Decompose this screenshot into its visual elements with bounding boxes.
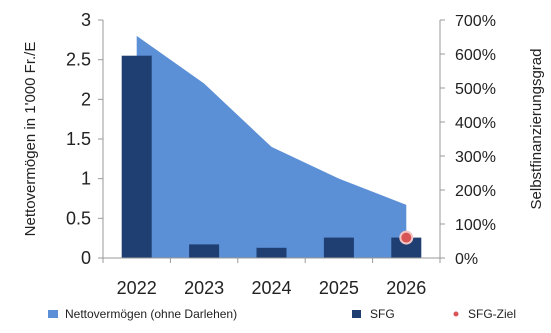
point-layer	[399, 230, 414, 245]
axes-layer: 0 0.5 1 1.5 2 2.5 3 0% 100% 200% 300% 400% 500% 600% 7…	[22, 10, 545, 298]
axis-title-right: Selbstfinanzierungsgrad	[528, 49, 545, 210]
tick-label-right: 200%	[455, 183, 496, 200]
area-layer	[136, 35, 407, 258]
bar-sfg-2022	[121, 55, 152, 259]
tick-label-left: 0	[81, 248, 91, 268]
tick-label-left: 2	[81, 89, 91, 109]
legend-label-bar: SFG	[370, 307, 395, 321]
tick-label-x: 2026	[386, 278, 426, 298]
area-nettovermoegen	[136, 35, 407, 258]
tick-label-right: 600%	[455, 47, 496, 64]
tick-label-x: 2022	[117, 278, 157, 298]
bar-sfg-2024	[256, 247, 287, 258]
legend-swatch-point	[453, 311, 459, 317]
legend-swatch-area	[48, 310, 58, 318]
tick-label-left: 3	[81, 10, 91, 30]
tick-label-x: 2025	[319, 278, 359, 298]
bar-layer	[121, 55, 422, 259]
bar-sfg-2023	[189, 244, 220, 258]
tick-label-right: 100%	[455, 217, 496, 234]
tick-label-left: 0.5	[66, 208, 91, 228]
tick-label-left: 1	[81, 169, 91, 189]
legend-label-area: Nettovermögen (ohne Darlehen)	[65, 307, 237, 321]
legend-label-point: SFG-Ziel	[468, 307, 516, 321]
legend-swatch-bar	[352, 310, 361, 318]
tick-label-right: 400%	[455, 115, 496, 132]
legend: Nettovermögen (ohne Darlehen) SFG SFG-Ziel	[48, 307, 516, 321]
tick-label-right: 500%	[455, 81, 496, 98]
tick-label-left: 2.5	[66, 50, 91, 70]
tick-label-x: 2023	[184, 278, 224, 298]
tick-label-x: 2024	[251, 278, 291, 298]
axis-title-left: Nettovermögen in 1'000 Fr./E	[22, 42, 39, 237]
tick-label-left: 1.5	[66, 129, 91, 149]
tick-label-right: 700%	[455, 13, 496, 30]
bar-sfg-2025	[323, 237, 354, 258]
bar-sfg-2026	[391, 237, 422, 258]
tick-label-right: 300%	[455, 149, 496, 166]
point-sfg-ziel-2026	[399, 230, 414, 245]
tick-label-right: 0%	[455, 251, 478, 268]
